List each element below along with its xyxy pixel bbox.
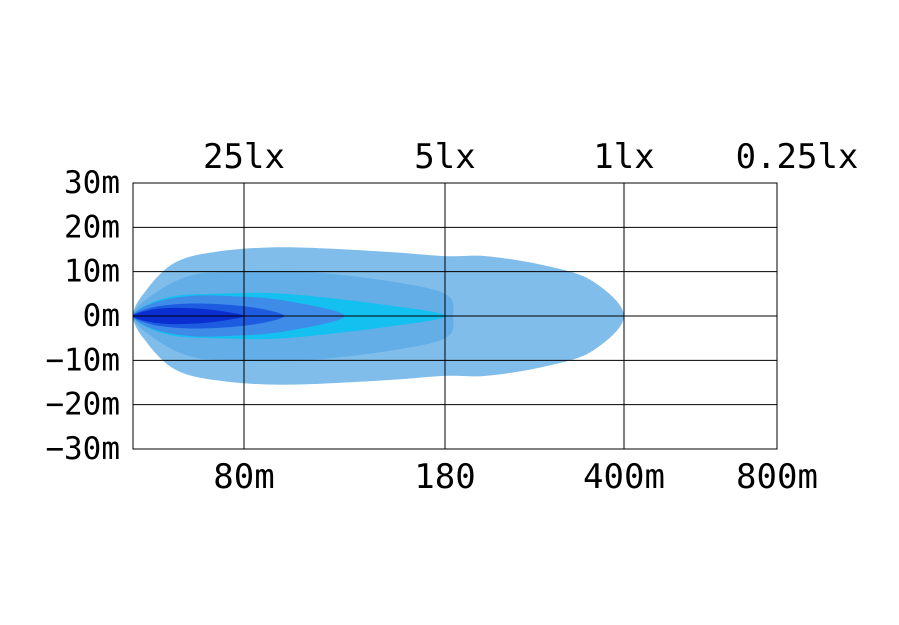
x-tick-label: 400m [583,457,665,497]
y-tick-label: 10m [64,254,120,290]
y-tick-label: −20m [45,387,120,423]
x-tick-label: 180 [414,457,475,497]
lux-label: 5lx [414,137,475,177]
chart-grid [132,182,778,450]
y-tick-label: 30m [64,165,120,201]
x-tick-label: 80m [213,457,274,497]
lux-label: 1lx [593,137,654,177]
y-tick-label: −30m [45,431,120,467]
lux-label: 0.25lx [736,137,859,177]
y-tick-label: −10m [45,342,120,378]
x-tick-label: 800m [736,457,818,497]
lux-label: 25lx [203,137,285,177]
y-tick-label: 0m [83,298,120,334]
y-tick-label: 20m [64,209,120,245]
chart-labels: 30m 20m 10m 0m −10m −20m −30m 80m 180 400m 800m 25l… [45,137,858,497]
